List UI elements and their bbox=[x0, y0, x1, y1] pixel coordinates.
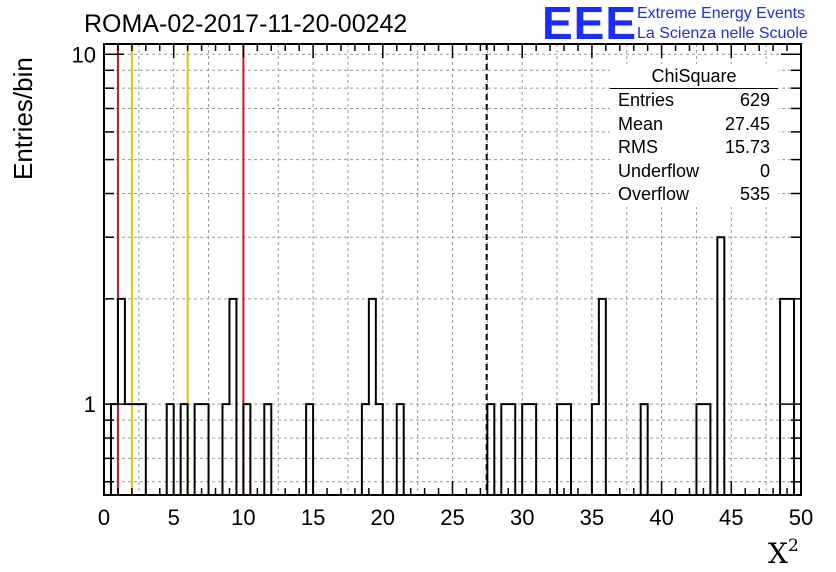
x-tick-label: 15 bbox=[301, 505, 325, 530]
stats-title: ChiSquare bbox=[610, 64, 778, 89]
stats-label: Underflow bbox=[618, 160, 700, 181]
histogram-bin bbox=[118, 299, 125, 495]
stats-row-rms: RMS 15.73 bbox=[610, 136, 778, 160]
x-axis-label-superscript: 2 bbox=[787, 536, 799, 556]
histogram-bin bbox=[717, 237, 724, 495]
stats-label: Mean bbox=[618, 113, 664, 134]
x-tick-label: 25 bbox=[440, 505, 464, 530]
stats-label: RMS bbox=[618, 137, 658, 157]
stats-value: 15.73 bbox=[724, 137, 770, 157]
histogram-bin bbox=[369, 299, 376, 495]
x-tick-label: 45 bbox=[719, 505, 743, 530]
stats-value: 535 bbox=[739, 184, 770, 204]
histogram-bin bbox=[787, 299, 794, 495]
x-tick-label: 30 bbox=[510, 505, 534, 530]
eee-logo: EEE Extreme Energy Events La Scienza nel… bbox=[542, 0, 832, 49]
logo-line-1: Extreme Energy Events bbox=[637, 5, 806, 22]
x-tick-label: 40 bbox=[649, 505, 673, 530]
stats-value: 0 bbox=[759, 160, 770, 181]
x-tick-label: 50 bbox=[789, 505, 813, 530]
x-tick-label: 35 bbox=[580, 505, 604, 530]
stats-box: ChiSquare Entries 629 Mean 27.45 RMS 15.… bbox=[610, 64, 778, 207]
histogram-bin bbox=[229, 299, 236, 495]
x-tick-label: 10 bbox=[231, 505, 255, 530]
stats-row-overflow: Overflow 535 bbox=[610, 183, 778, 207]
stats-row-mean: Mean 27.45 bbox=[610, 113, 778, 137]
x-tick-label: 0 bbox=[98, 505, 110, 530]
stats-value: 27.45 bbox=[724, 113, 770, 134]
stats-label: Entries bbox=[618, 90, 675, 110]
x-axis-label: X2 bbox=[768, 536, 799, 570]
histogram-bin bbox=[780, 299, 787, 495]
histogram-outline bbox=[104, 236, 801, 496]
x-axis-label-base: X bbox=[768, 537, 788, 570]
stats-label: Overflow bbox=[618, 184, 690, 204]
y-tick-label: 1 bbox=[84, 392, 96, 417]
histogram-bin bbox=[599, 299, 606, 495]
y-axis-label: Entries/bin bbox=[8, 57, 38, 180]
x-tick-label: 20 bbox=[371, 505, 395, 530]
logo-mark: EEE bbox=[542, 0, 638, 49]
logo-line-2: La Scienza nelle Scuole bbox=[637, 25, 808, 42]
stats-row-entries: Entries 629 bbox=[610, 89, 778, 113]
stats-value: 629 bbox=[739, 90, 770, 110]
stats-row-underflow: Underflow 0 bbox=[610, 160, 778, 184]
x-tick-label: 5 bbox=[168, 505, 180, 530]
chart-title: ROMA-02-2017-11-20-00242 bbox=[84, 10, 408, 38]
y-tick-label: 10 bbox=[72, 42, 96, 67]
